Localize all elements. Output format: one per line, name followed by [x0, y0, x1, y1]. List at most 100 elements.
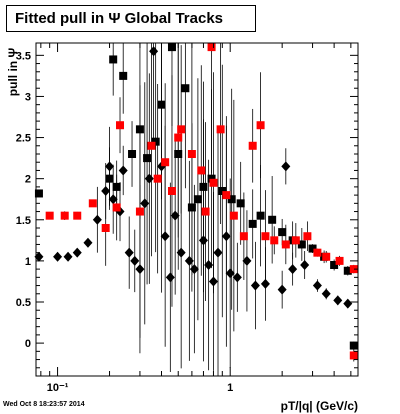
- data-point: [144, 173, 154, 184]
- plot-frame: [35, 42, 359, 377]
- data-point: [176, 247, 186, 258]
- data-point: [109, 55, 118, 64]
- data-point: [207, 43, 216, 52]
- data-point: [108, 194, 118, 205]
- data-point: [116, 121, 125, 130]
- data-point: [92, 214, 102, 225]
- data-point: [201, 207, 210, 216]
- data-point: [335, 256, 344, 265]
- data-point: [167, 43, 176, 52]
- data-point: [199, 182, 208, 191]
- data-point: [187, 203, 196, 212]
- x-axis-label: pT/|q| (GeV/c): [281, 399, 358, 413]
- data-point: [174, 133, 183, 142]
- data-point: [135, 207, 144, 216]
- data-point: [297, 240, 306, 249]
- data-point: [300, 260, 310, 270]
- data-point: [177, 125, 186, 134]
- data-point: [174, 150, 183, 158]
- data-point: [227, 195, 236, 204]
- data-point: [83, 237, 93, 248]
- data-point: [291, 236, 300, 245]
- data-point: [288, 264, 298, 275]
- data-point: [45, 211, 54, 220]
- y-tick-label: 3: [25, 91, 31, 103]
- data-point: [149, 46, 159, 57]
- data-point: [105, 161, 115, 172]
- data-point: [221, 231, 231, 242]
- data-point: [167, 187, 176, 195]
- data-point: [256, 211, 265, 220]
- data-point: [147, 141, 156, 150]
- data-point: [165, 272, 175, 283]
- y-axis-label: pull in Ψ: [6, 48, 20, 97]
- data-point: [209, 178, 218, 187]
- data-point: [160, 231, 170, 242]
- data-point: [143, 154, 152, 163]
- data-point: [112, 203, 121, 212]
- data-point: [72, 247, 82, 258]
- data-point: [213, 247, 223, 258]
- data-point: [135, 264, 145, 275]
- x-tick-label: 10⁻¹: [47, 382, 69, 394]
- data-point: [34, 189, 43, 198]
- data-point: [343, 298, 353, 309]
- data-point: [349, 351, 358, 360]
- data-point: [184, 255, 194, 266]
- data-point: [119, 71, 128, 80]
- data-point: [349, 265, 358, 274]
- data-point: [130, 255, 140, 266]
- data-point: [140, 198, 150, 209]
- data-point: [151, 137, 160, 146]
- data-point: [105, 174, 114, 183]
- y-tick-label: 2: [25, 174, 31, 186]
- data-point: [198, 235, 208, 246]
- data-point: [281, 240, 290, 249]
- data-point: [189, 264, 199, 275]
- data-point: [157, 100, 166, 109]
- data-point: [250, 280, 260, 291]
- data-point: [349, 341, 358, 350]
- data-point: [277, 284, 287, 295]
- data-point: [34, 251, 44, 262]
- data-point: [53, 251, 63, 262]
- data-point: [343, 266, 352, 275]
- data-point: [135, 125, 144, 134]
- data-point: [278, 228, 287, 237]
- axes: 0 0.5 1 1.5 2 2.5 3 3.5 10⁻¹ 1: [16, 43, 358, 394]
- data-point: [232, 272, 242, 283]
- data-point: [60, 211, 69, 220]
- error-bars: [38, 43, 355, 376]
- y-tick-label: 2.5: [16, 133, 31, 145]
- data-point: [333, 295, 343, 306]
- data-point: [208, 276, 218, 287]
- data-point: [268, 215, 277, 224]
- y-tick-label: 3.5: [16, 50, 31, 62]
- data-point: [216, 125, 225, 134]
- data-point: [313, 248, 322, 257]
- datestamp: Wed Oct 8 18:23:57 2014: [3, 401, 85, 408]
- data-point: [321, 288, 331, 299]
- data-point: [256, 121, 265, 130]
- data-point: [170, 210, 180, 221]
- data-point: [193, 195, 202, 204]
- data-point: [207, 174, 216, 183]
- data-point: [330, 261, 339, 269]
- data-point: [312, 280, 322, 291]
- data-point: [260, 278, 270, 289]
- data-point: [101, 224, 110, 232]
- data-point: [101, 186, 111, 196]
- data-point: [236, 199, 245, 208]
- y-tick-label: 1.5: [16, 215, 31, 227]
- x-tick-label: 1: [227, 382, 233, 394]
- data-point: [242, 255, 252, 266]
- data-point: [204, 260, 214, 270]
- y-tick-label: 0.5: [16, 297, 31, 309]
- chart-marks: [34, 43, 358, 360]
- data-point: [88, 199, 97, 208]
- data-point: [261, 232, 270, 241]
- data-point: [118, 165, 128, 176]
- data-point: [128, 150, 137, 158]
- data-point: [197, 166, 206, 175]
- data-point: [112, 182, 121, 191]
